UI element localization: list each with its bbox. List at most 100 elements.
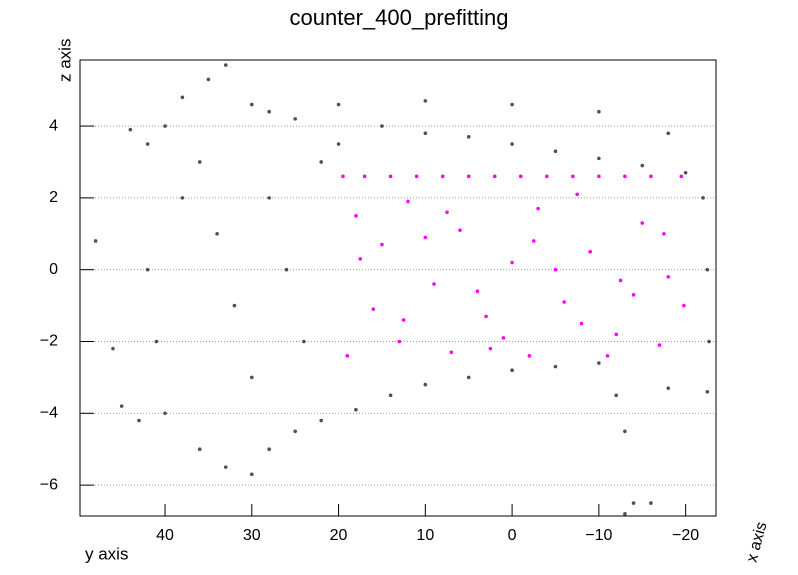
point bbox=[623, 429, 627, 434]
point bbox=[484, 314, 488, 319]
point bbox=[267, 447, 271, 452]
point bbox=[380, 124, 384, 128]
point bbox=[531, 239, 536, 243]
point bbox=[406, 199, 410, 204]
point bbox=[614, 393, 619, 398]
point bbox=[553, 267, 558, 272]
y-tick-label: −2 bbox=[40, 333, 58, 350]
point bbox=[597, 109, 601, 114]
point bbox=[249, 472, 254, 477]
point bbox=[707, 339, 711, 344]
x-tick-label: −20 bbox=[672, 527, 699, 544]
point bbox=[432, 282, 436, 286]
point bbox=[354, 214, 358, 218]
point bbox=[154, 339, 159, 344]
chart-title: counter_400_prefitting bbox=[290, 5, 509, 30]
point bbox=[111, 346, 115, 351]
y-tick-label: 4 bbox=[49, 117, 58, 134]
point bbox=[223, 63, 228, 67]
point bbox=[163, 124, 167, 128]
point bbox=[423, 382, 428, 387]
point bbox=[362, 174, 367, 179]
point bbox=[423, 235, 428, 240]
point bbox=[449, 350, 454, 355]
point bbox=[458, 228, 462, 232]
point bbox=[302, 339, 306, 344]
point bbox=[510, 102, 514, 107]
point bbox=[336, 142, 341, 146]
point bbox=[119, 404, 124, 408]
point bbox=[492, 174, 497, 179]
point bbox=[605, 354, 610, 358]
point bbox=[345, 354, 350, 358]
point bbox=[510, 142, 514, 146]
point bbox=[640, 163, 645, 168]
point bbox=[319, 418, 324, 423]
point bbox=[341, 174, 345, 179]
point bbox=[657, 343, 662, 347]
point bbox=[197, 160, 202, 164]
y-tick-label: 0 bbox=[49, 261, 58, 278]
point bbox=[267, 109, 271, 114]
point bbox=[445, 210, 449, 215]
point bbox=[388, 174, 393, 179]
point bbox=[466, 174, 471, 179]
point bbox=[705, 389, 710, 394]
point bbox=[488, 346, 493, 351]
point bbox=[180, 196, 185, 200]
point bbox=[284, 267, 289, 272]
point bbox=[679, 174, 684, 179]
point bbox=[215, 231, 219, 236]
point bbox=[466, 135, 471, 139]
y-axis-label: z axis bbox=[55, 39, 74, 82]
point bbox=[319, 160, 324, 164]
point bbox=[293, 429, 297, 434]
point bbox=[666, 275, 671, 279]
point bbox=[631, 501, 636, 505]
point bbox=[128, 127, 133, 132]
x-tick-label: 40 bbox=[156, 527, 174, 544]
point bbox=[571, 174, 575, 179]
point bbox=[536, 206, 540, 211]
point bbox=[163, 411, 167, 416]
point bbox=[380, 242, 384, 247]
point bbox=[623, 512, 627, 516]
point bbox=[267, 196, 271, 200]
point bbox=[336, 102, 341, 107]
point bbox=[597, 156, 601, 161]
y-tick-label: 2 bbox=[49, 189, 58, 206]
point bbox=[145, 142, 150, 146]
point bbox=[682, 303, 686, 308]
point bbox=[597, 174, 601, 179]
point bbox=[631, 293, 636, 297]
point bbox=[414, 174, 419, 179]
x-tick-label: −10 bbox=[585, 527, 612, 544]
point bbox=[423, 99, 428, 103]
point bbox=[705, 267, 710, 272]
point bbox=[223, 465, 228, 469]
point bbox=[618, 278, 623, 283]
point bbox=[249, 102, 254, 107]
point bbox=[640, 221, 645, 225]
point bbox=[206, 77, 211, 82]
point bbox=[397, 339, 402, 344]
point bbox=[553, 149, 558, 153]
point bbox=[180, 95, 185, 100]
point bbox=[137, 418, 141, 423]
point bbox=[666, 131, 671, 136]
point bbox=[501, 336, 506, 340]
point bbox=[614, 332, 619, 337]
point bbox=[575, 192, 579, 197]
point bbox=[701, 196, 705, 200]
point bbox=[293, 117, 297, 121]
point bbox=[527, 354, 532, 358]
point bbox=[475, 289, 480, 294]
x-tick-label: 30 bbox=[243, 527, 261, 544]
point bbox=[423, 131, 428, 136]
point bbox=[197, 447, 202, 452]
y-tick-label: −4 bbox=[40, 405, 58, 422]
point bbox=[145, 267, 150, 272]
point bbox=[597, 361, 601, 365]
point bbox=[440, 174, 445, 179]
